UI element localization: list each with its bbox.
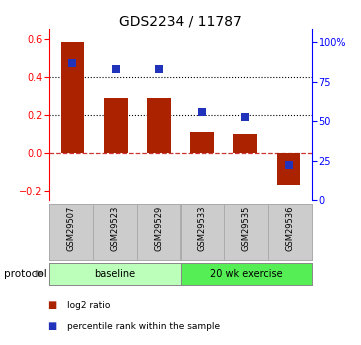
Bar — [147, 98, 171, 152]
Point — [156, 67, 162, 72]
Text: ■: ■ — [47, 321, 56, 331]
Text: ■: ■ — [47, 300, 56, 310]
Text: GSM29507: GSM29507 — [66, 205, 75, 250]
Point — [70, 60, 75, 66]
Text: GSM29536: GSM29536 — [286, 205, 295, 251]
Text: GSM29533: GSM29533 — [198, 205, 207, 251]
Point — [243, 114, 248, 119]
Text: GSM29535: GSM29535 — [242, 205, 251, 250]
Text: GSM29523: GSM29523 — [110, 205, 119, 250]
Bar — [104, 98, 127, 152]
Text: 20 wk exercise: 20 wk exercise — [210, 269, 283, 279]
Text: baseline: baseline — [94, 269, 135, 279]
Point — [286, 162, 291, 168]
Text: GSM29529: GSM29529 — [154, 205, 163, 250]
Bar — [277, 152, 300, 185]
Text: protocol: protocol — [4, 269, 46, 279]
Text: percentile rank within the sample: percentile rank within the sample — [67, 322, 220, 331]
Text: log2 ratio: log2 ratio — [67, 301, 110, 310]
Bar — [234, 134, 257, 152]
Bar — [190, 132, 214, 152]
Point — [199, 109, 205, 115]
Point — [113, 67, 118, 72]
Bar — [61, 42, 84, 152]
Title: GDS2234 / 11787: GDS2234 / 11787 — [119, 14, 242, 28]
